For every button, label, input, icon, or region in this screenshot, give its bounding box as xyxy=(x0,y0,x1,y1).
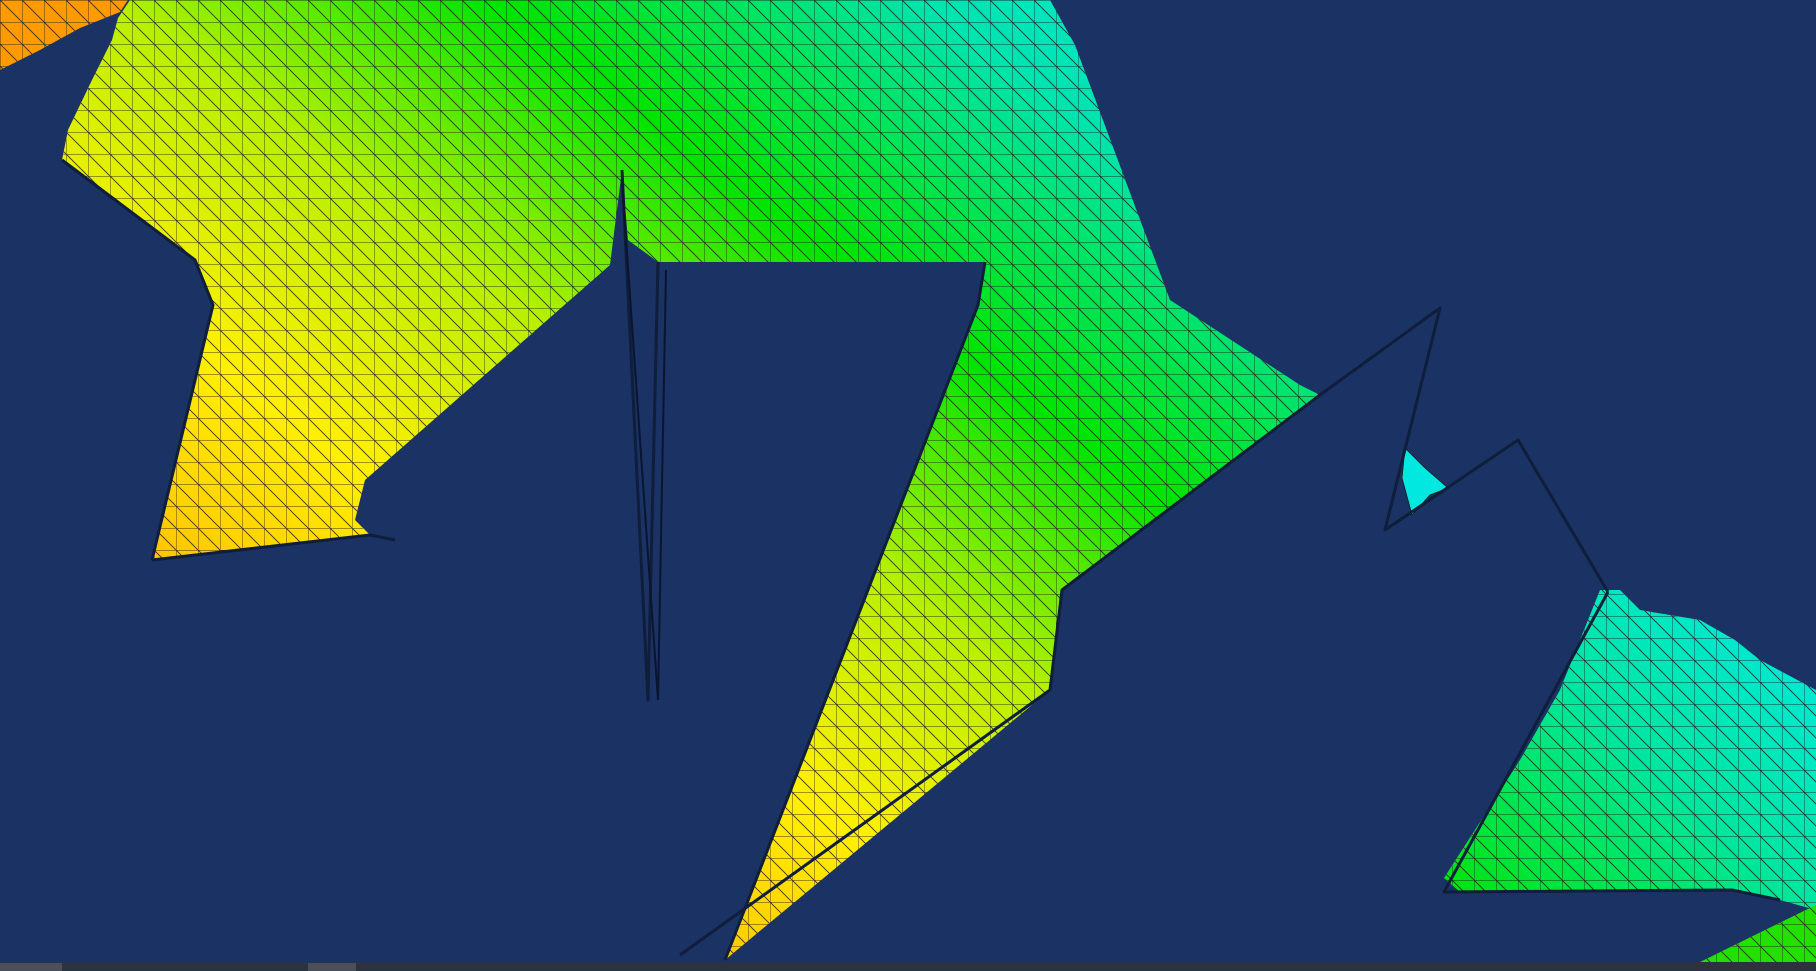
mesh-outline-edges xyxy=(61,158,1781,961)
status-chip-middle xyxy=(308,963,356,971)
mesh-fragment-cyan xyxy=(1401,447,1449,516)
mesh-spike-artifact xyxy=(621,179,667,701)
status-bar xyxy=(0,962,1816,971)
status-chip-left xyxy=(0,963,62,971)
